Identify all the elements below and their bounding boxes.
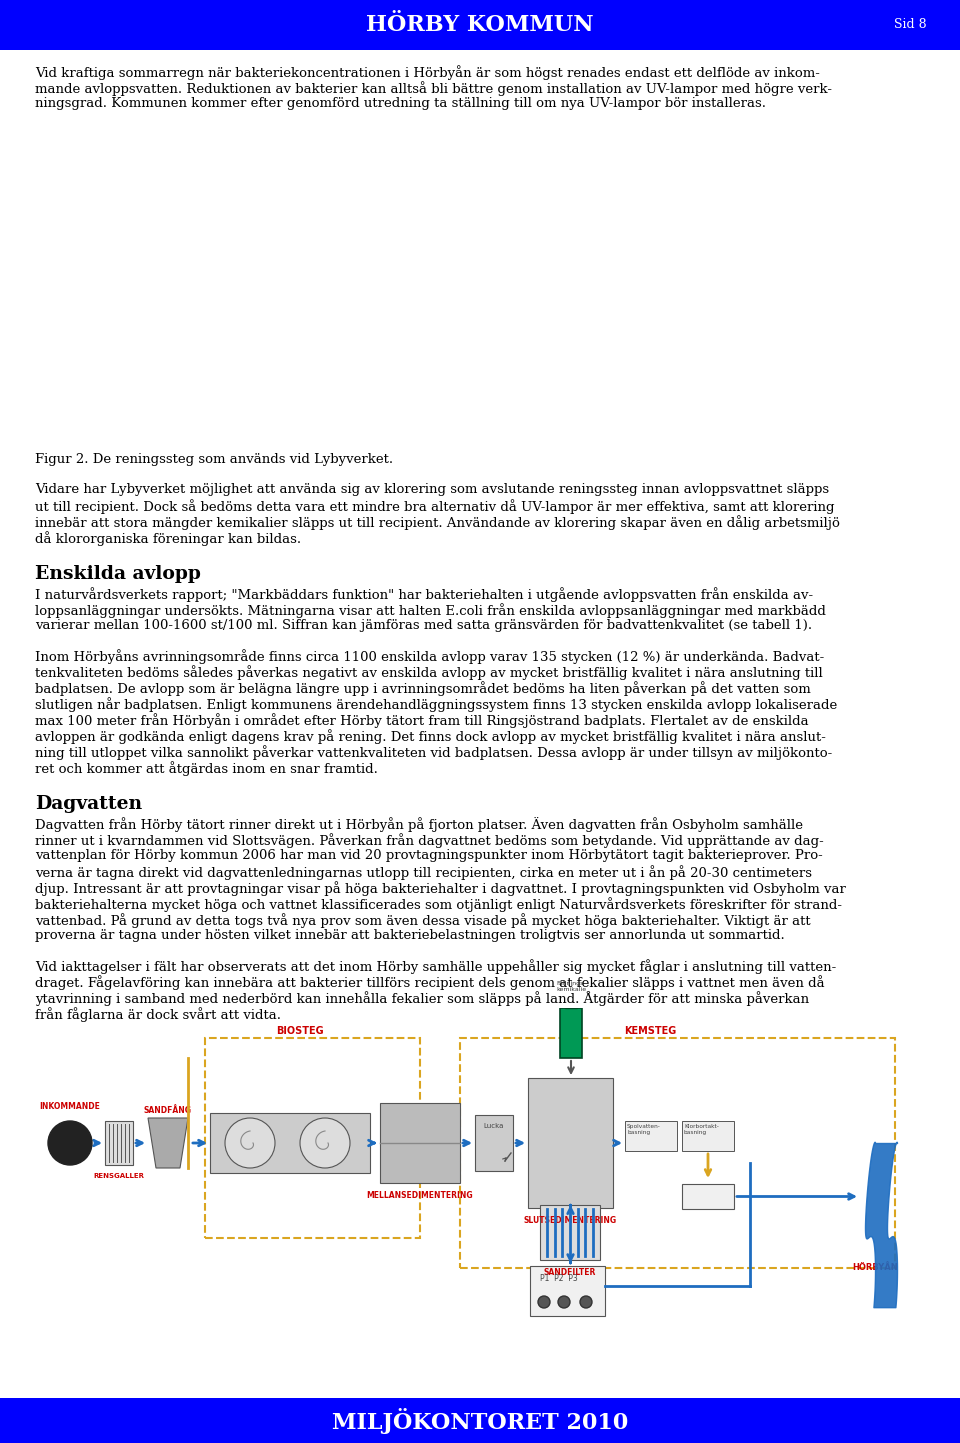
Bar [460,1038,895,1268]
Text: proverna är tagna under hösten vilket innebär att bakteriebelastningen troligtvi: proverna är tagna under hösten vilket in… [35,929,784,942]
Bar [530,1266,605,1316]
Text: I naturvårdsverkets rapport; "Markbäddars funktion" har bakteriehalten i utgåend: I naturvårdsverkets rapport; "Markbäddar… [35,587,813,602]
Text: draget. Fågelavföring kan innebära att bakterier tillförs recipient dels genom a: draget. Fågelavföring kan innebära att b… [35,975,825,990]
Circle shape [225,1118,275,1167]
Text: KEMSTEG: KEMSTEG [624,1026,676,1036]
Text: INKOMMANDE: INKOMMANDE [39,1102,101,1111]
Bar [682,1185,734,1209]
Text: SANDFILTER: SANDFILTER [543,1268,596,1277]
Text: innebär att stora mängder kemikalier släpps ut till recipient. Användande av klo: innebär att stora mängder kemikalier slä… [35,515,840,530]
Bar [0,0,960,51]
Text: RENSGALLER: RENSGALLER [93,1173,145,1179]
Text: varierar mellan 100-1600 st/100 ml. Siffran kan jämföras med satta gränsvärden f: varierar mellan 100-1600 st/100 ml. Siff… [35,619,812,632]
Text: då klororganiska föreningar kan bildas.: då klororganiska föreningar kan bildas. [35,531,301,545]
Text: slutligen når badplatsen. Enligt kommunens ärendehandläggningssystem finns 13 st: slutligen når badplatsen. Enligt kommune… [35,697,837,711]
Text: Vidare har Lybyverket möjlighet att använda sig av klorering som avslutande reni: Vidare har Lybyverket möjlighet att anvä… [35,483,829,496]
Text: SANDFÅNG: SANDFÅNG [144,1105,192,1115]
Circle shape [538,1296,550,1307]
Circle shape [48,1121,92,1165]
Text: Vid iakttagelser i fält har observerats att det inom Hörby samhälle uppehåller s: Vid iakttagelser i fält har observerats … [35,960,836,974]
Text: MILJÖKONTORET 2010: MILJÖKONTORET 2010 [332,1408,628,1434]
Text: Klorbortakt-
basning: Klorbortakt- basning [684,1124,719,1134]
Text: Dagvatten från Hörby tätort rinner direkt ut i Hörbyån på fjorton platser. Även : Dagvatten från Hörby tätort rinner direk… [35,817,803,833]
Text: SLUTSEDIMENTERING: SLUTSEDIMENTERING [524,1216,617,1225]
Text: vattenbad. På grund av detta togs två nya prov som även dessa visade på mycket h: vattenbad. På grund av detta togs två ny… [35,913,810,928]
Bar [205,1038,420,1238]
Text: badplatsen. De avlopp som är belägna längre upp i avrinningsområdet bedöms ha li: badplatsen. De avlopp som är belägna län… [35,681,811,696]
Bar [105,1121,133,1165]
Text: Spolvatten-
basning: Spolvatten- basning [627,1124,660,1134]
Circle shape [300,1118,350,1167]
Text: ning till utloppet vilka sannolikt påverkar vattenkvaliteten vid badplatsen. Des: ning till utloppet vilka sannolikt påver… [35,745,832,760]
Text: Sid 8: Sid 8 [894,19,926,32]
Bar [682,1121,734,1152]
Bar [565,994,577,1009]
Bar [0,1398,960,1443]
Text: BIOSTEG: BIOSTEG [276,1026,324,1036]
Bar [380,1102,460,1183]
Text: max 100 meter från Hörbyån i området efter Hörby tätort fram till Ringsjöstrand : max 100 meter från Hörbyån i området eft… [35,713,808,727]
Polygon shape [148,1118,188,1167]
Text: ningsgrad. Kommunen kommer efter genomförd utredning ta ställning till om nya UV: ningsgrad. Kommunen kommer efter genomfö… [35,97,766,110]
Text: Inom Hörbyåns avrinningsområde finns circa 1100 enskilda avlopp varav 135 stycke: Inom Hörbyåns avrinningsområde finns cir… [35,649,825,664]
Bar [210,1113,370,1173]
Text: Enskilda avlopp: Enskilda avlopp [35,566,201,583]
Bar [560,1009,582,1058]
Text: Fällnings-
kemikalie: Fällnings- kemikalie [556,981,586,991]
Text: från fåglarna är dock svårt att vidta.: från fåglarna är dock svårt att vidta. [35,1007,281,1022]
Text: verna är tagna direkt vid dagvattenledningarnas utlopp till recipienten, cirka e: verna är tagna direkt vid dagvattenledni… [35,864,812,880]
Text: Lucka: Lucka [484,1123,504,1128]
Text: Dagvatten: Dagvatten [35,795,142,812]
Text: tenkvaliteten bedöms således påverkas negativt av enskilda avlopp av mycket bris: tenkvaliteten bedöms således påverkas ne… [35,665,823,680]
Text: loppsanläggningar undersökts. Mätningarna visar att halten E.coli från enskilda : loppsanläggningar undersökts. Mätningarn… [35,603,826,618]
Text: P1  P2  P3: P1 P2 P3 [540,1274,578,1283]
Text: avloppen är godkända enligt dagens krav på rening. Det finns dock avlopp av myck: avloppen är godkända enligt dagens krav … [35,729,826,745]
Bar [540,1205,600,1260]
Text: mande avloppsvatten. Reduktionen av bakterier kan alltså bli bättre genom instal: mande avloppsvatten. Reduktionen av bakt… [35,81,832,95]
Bar [625,1121,677,1152]
Circle shape [558,1296,570,1307]
Text: HÖRBYÅN: HÖRBYÅN [852,1263,898,1271]
Text: ytavrinning i samband med nederbörd kan innehålla fekalier som släpps på land. Å: ytavrinning i samband med nederbörd kan … [35,991,809,1006]
Text: MELLANSEDIMENTERING: MELLANSEDIMENTERING [367,1190,473,1201]
Text: rinner ut i kvarndammen vid Slottsvägen. Påverkan från dagvattnet bedöms som bet: rinner ut i kvarndammen vid Slottsvägen.… [35,833,824,848]
Text: bakteriehalterna mycket höga och vattnet klassificerades som otjänligt enligt Na: bakteriehalterna mycket höga och vattnet… [35,898,842,912]
Text: djup. Intressant är att provtagningar visar på höga bakteriehalter i dagvattnet.: djup. Intressant är att provtagningar vi… [35,882,846,896]
Bar [475,1115,513,1172]
Text: ret och kommer att åtgärdas inom en snar framtid.: ret och kommer att åtgärdas inom en snar… [35,760,378,776]
Circle shape [580,1296,592,1307]
Bar [528,1078,613,1208]
Text: Figur 2. De reningssteg som används vid Lybyverket.: Figur 2. De reningssteg som används vid … [35,453,394,466]
Text: vattenplan för Hörby kommun 2006 har man vid 20 provtagningspunkter inom Hörbytä: vattenplan för Hörby kommun 2006 har man… [35,848,823,861]
Text: Vid kraftiga sommarregn när bakteriekoncentrationen i Hörbyån är som högst renad: Vid kraftiga sommarregn när bakteriekonc… [35,65,820,79]
Text: HÖRBY KOMMUN: HÖRBY KOMMUN [366,14,594,36]
Text: ut till recipient. Dock så bedöms detta vara ett mindre bra alternativ då UV-lam: ut till recipient. Dock så bedöms detta … [35,499,834,514]
